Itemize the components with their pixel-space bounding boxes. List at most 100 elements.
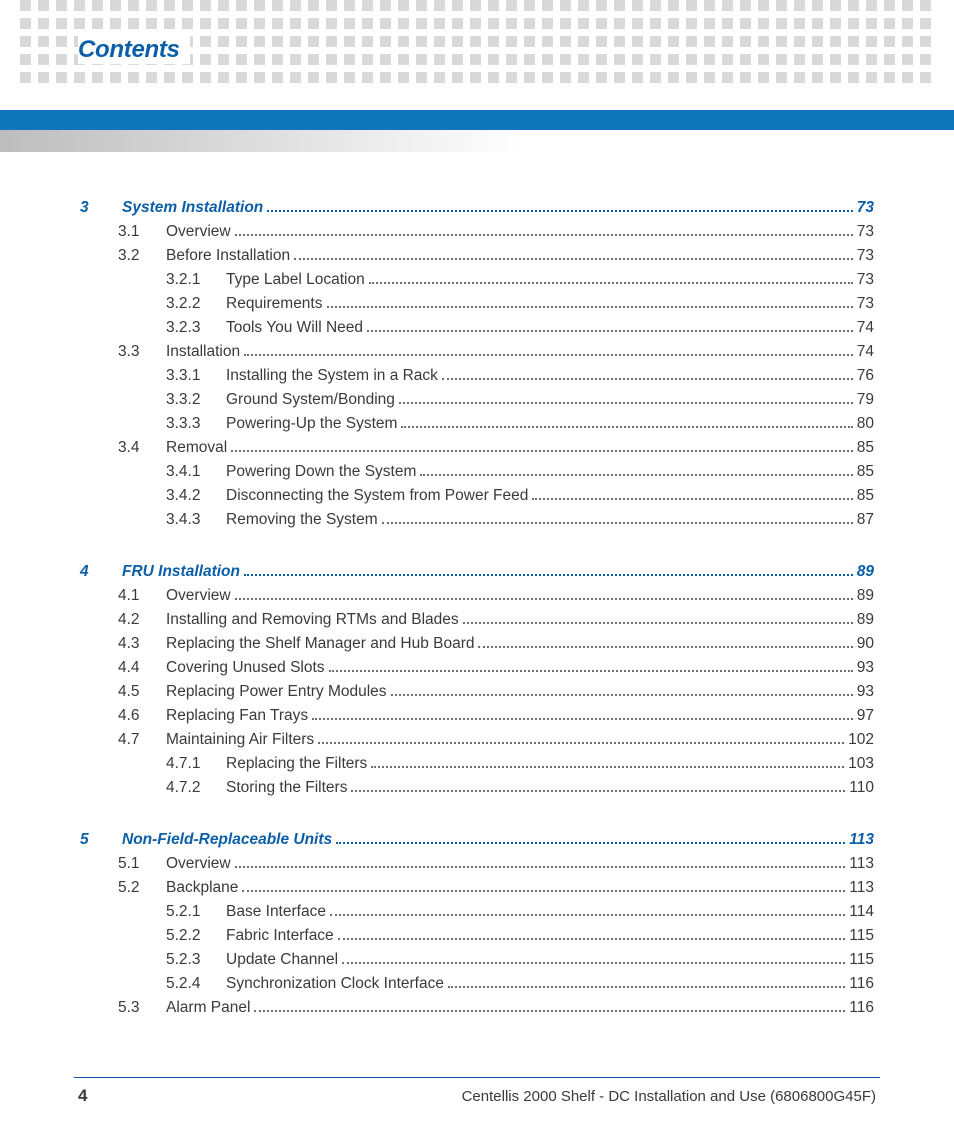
decoration-square bbox=[542, 72, 553, 83]
toc-entry-number: 4.3 bbox=[118, 632, 166, 656]
decoration-square bbox=[596, 18, 607, 29]
toc-entry-number: 3.4.2 bbox=[166, 484, 226, 508]
toc-entry-number: 4.4 bbox=[118, 656, 166, 680]
toc-section[interactable]: 5.2Backplane113 bbox=[80, 876, 874, 900]
toc-entry-number: 3.2.1 bbox=[166, 268, 226, 292]
decoration-square bbox=[254, 18, 265, 29]
decoration-square bbox=[488, 18, 499, 29]
decoration-square bbox=[920, 18, 931, 29]
toc-entry-number: 5.2.4 bbox=[166, 972, 226, 996]
toc-section[interactable]: 5.3Alarm Panel116 bbox=[80, 996, 874, 1020]
toc-subsection[interactable]: 4.7.1Replacing the Filters103 bbox=[80, 752, 874, 776]
toc-section[interactable]: 3.1Overview73 bbox=[80, 220, 874, 244]
toc-dot-leader bbox=[235, 234, 853, 236]
decoration-square bbox=[704, 0, 715, 11]
decoration-square bbox=[812, 72, 823, 83]
toc-subsection[interactable]: 5.2.4Synchronization Clock Interface116 bbox=[80, 972, 874, 996]
decoration-square bbox=[776, 18, 787, 29]
decoration-square bbox=[632, 72, 643, 83]
toc-subsection[interactable]: 3.3.2Ground System/Bonding79 bbox=[80, 388, 874, 412]
toc-subsection[interactable]: 4.7.2Storing the Filters110 bbox=[80, 776, 874, 800]
decoration-square bbox=[686, 36, 697, 47]
decoration-square bbox=[560, 0, 571, 11]
toc-subsection[interactable]: 3.4.1Powering Down the System85 bbox=[80, 460, 874, 484]
toc-subsection[interactable]: 3.3.1Installing the System in a Rack76 bbox=[80, 364, 874, 388]
toc-subsection[interactable]: 5.2.2Fabric Interface115 bbox=[80, 924, 874, 948]
decoration-square bbox=[542, 36, 553, 47]
toc-entry-number: 5.3 bbox=[118, 996, 166, 1020]
decoration-square bbox=[524, 0, 535, 11]
toc-entry-page: 113 bbox=[849, 876, 874, 900]
square-grid-row bbox=[0, 0, 954, 11]
toc-section[interactable]: 4.1Overview89 bbox=[80, 584, 874, 608]
decoration-square bbox=[272, 18, 283, 29]
toc-section[interactable]: 4.2Installing and Removing RTMs and Blad… bbox=[80, 608, 874, 632]
toc-dot-leader bbox=[371, 766, 844, 768]
toc-section[interactable]: 4.3Replacing the Shelf Manager and Hub B… bbox=[80, 632, 874, 656]
footer-page-number: 4 bbox=[78, 1086, 87, 1106]
toc-subsection[interactable]: 5.2.1Base Interface114 bbox=[80, 900, 874, 924]
decoration-square bbox=[272, 54, 283, 65]
toc-chapter[interactable]: 5Non-Field-Replaceable Units113 bbox=[80, 828, 874, 852]
decoration-square bbox=[902, 72, 913, 83]
toc-section[interactable]: 5.1Overview113 bbox=[80, 852, 874, 876]
decoration-square bbox=[74, 18, 85, 29]
toc-entry-page: 79 bbox=[857, 388, 874, 412]
toc-subsection[interactable]: 3.3.3Powering-Up the System80 bbox=[80, 412, 874, 436]
toc-dot-leader bbox=[267, 210, 852, 212]
toc-subsection[interactable]: 3.4.3Removing the System87 bbox=[80, 508, 874, 532]
decoration-square bbox=[200, 18, 211, 29]
toc-section[interactable]: 4.4Covering Unused Slots93 bbox=[80, 656, 874, 680]
toc-section[interactable]: 3.2Before Installation73 bbox=[80, 244, 874, 268]
toc-entry-number: 3.3 bbox=[118, 340, 166, 364]
decoration-square bbox=[128, 18, 139, 29]
toc-section[interactable]: 4.6Replacing Fan Trays97 bbox=[80, 704, 874, 728]
toc-entry-label: Replacing the Shelf Manager and Hub Boar… bbox=[166, 632, 474, 656]
toc-chapter[interactable]: 4FRU Installation89 bbox=[80, 560, 874, 584]
decoration-square bbox=[866, 36, 877, 47]
toc-section[interactable]: 3.4Removal85 bbox=[80, 436, 874, 460]
toc-entry-label: System Installation bbox=[122, 196, 263, 220]
decoration-square bbox=[434, 72, 445, 83]
toc-entry-number: 5.2 bbox=[118, 876, 166, 900]
decoration-square bbox=[920, 0, 931, 11]
toc-entry-page: 74 bbox=[857, 340, 874, 364]
header-decoration: Contents bbox=[0, 0, 954, 92]
toc-dot-leader bbox=[532, 498, 852, 500]
toc-entry-label: Installing the System in a Rack bbox=[226, 364, 438, 388]
decoration-square bbox=[416, 18, 427, 29]
toc-chapter[interactable]: 3System Installation73 bbox=[80, 196, 874, 220]
decoration-square bbox=[524, 18, 535, 29]
toc-entry-page: 114 bbox=[849, 900, 874, 924]
toc-entry-page: 80 bbox=[857, 412, 874, 436]
toc-entry-page: 87 bbox=[857, 508, 874, 532]
decoration-square bbox=[200, 54, 211, 65]
page-title: Contents bbox=[78, 36, 190, 64]
decoration-square bbox=[74, 72, 85, 83]
decoration-square bbox=[416, 72, 427, 83]
toc-section[interactable]: 4.5Replacing Power Entry Modules93 bbox=[80, 680, 874, 704]
toc-subsection[interactable]: 3.2.2Requirements73 bbox=[80, 292, 874, 316]
decoration-square bbox=[506, 54, 517, 65]
toc-subsection[interactable]: 5.2.3Update Channel115 bbox=[80, 948, 874, 972]
toc-subsection[interactable]: 3.4.2Disconnecting the System from Power… bbox=[80, 484, 874, 508]
decoration-square bbox=[704, 36, 715, 47]
decoration-square bbox=[416, 54, 427, 65]
decoration-square bbox=[830, 54, 841, 65]
toc-subsection[interactable]: 3.2.1Type Label Location73 bbox=[80, 268, 874, 292]
decoration-square bbox=[560, 54, 571, 65]
decoration-square bbox=[362, 72, 373, 83]
toc-entry-label: Overview bbox=[166, 584, 231, 608]
toc-section[interactable]: 3.3Installation74 bbox=[80, 340, 874, 364]
decoration-square bbox=[848, 36, 859, 47]
toc-entry-label: Type Label Location bbox=[226, 268, 365, 292]
decoration-square bbox=[524, 36, 535, 47]
toc-subsection[interactable]: 3.2.3Tools You Will Need74 bbox=[80, 316, 874, 340]
decoration-square bbox=[398, 36, 409, 47]
decoration-square bbox=[758, 54, 769, 65]
decoration-square bbox=[776, 72, 787, 83]
toc-section[interactable]: 4.7Maintaining Air Filters102 bbox=[80, 728, 874, 752]
decoration-square bbox=[20, 18, 31, 29]
decoration-square bbox=[794, 18, 805, 29]
decoration-square bbox=[722, 72, 733, 83]
